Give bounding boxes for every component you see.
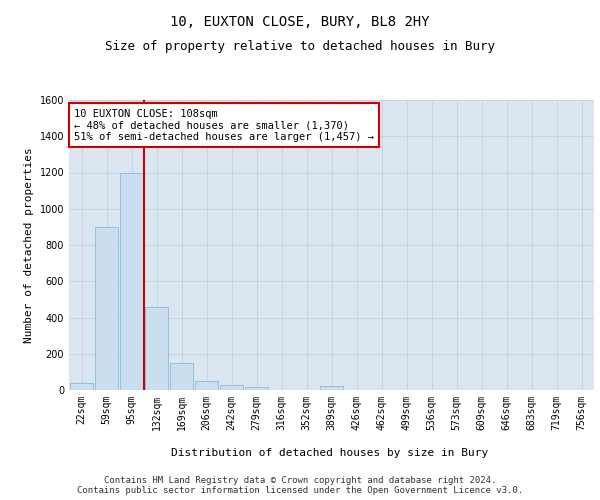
Bar xyxy=(120,172,143,390)
Bar xyxy=(245,388,268,390)
Text: Contains HM Land Registry data © Crown copyright and database right 2024.
Contai: Contains HM Land Registry data © Crown c… xyxy=(77,476,523,495)
Bar xyxy=(170,363,193,390)
Text: 10, EUXTON CLOSE, BURY, BL8 2HY: 10, EUXTON CLOSE, BURY, BL8 2HY xyxy=(170,15,430,29)
Bar xyxy=(320,386,343,390)
Bar xyxy=(195,381,218,390)
Bar xyxy=(70,383,93,390)
Text: Size of property relative to detached houses in Bury: Size of property relative to detached ho… xyxy=(105,40,495,53)
Text: Distribution of detached houses by size in Bury: Distribution of detached houses by size … xyxy=(172,448,488,458)
Bar xyxy=(145,306,168,390)
Y-axis label: Number of detached properties: Number of detached properties xyxy=(24,147,34,343)
Bar xyxy=(220,386,243,390)
Bar xyxy=(95,227,118,390)
Text: 10 EUXTON CLOSE: 108sqm
← 48% of detached houses are smaller (1,370)
51% of semi: 10 EUXTON CLOSE: 108sqm ← 48% of detache… xyxy=(74,108,374,142)
